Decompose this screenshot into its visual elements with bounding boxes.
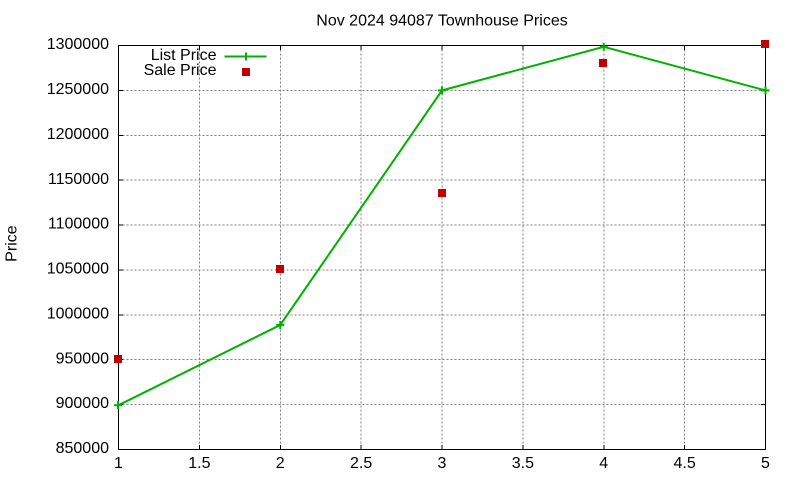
svg-text:1.5: 1.5 <box>188 455 210 472</box>
svg-text:1200000: 1200000 <box>47 126 109 143</box>
svg-text:1100000: 1100000 <box>48 216 109 233</box>
svg-text:1: 1 <box>114 455 123 472</box>
svg-text:List Price: List Price <box>151 47 217 64</box>
svg-text:Price: Price <box>4 225 21 262</box>
svg-text:1250000: 1250000 <box>47 81 109 98</box>
svg-text:850000: 850000 <box>56 440 109 457</box>
svg-text:3: 3 <box>438 455 447 472</box>
svg-text:1150000: 1150000 <box>48 171 109 188</box>
svg-text:1300000: 1300000 <box>47 36 109 53</box>
svg-text:1050000: 1050000 <box>47 261 109 278</box>
svg-text:950000: 950000 <box>56 350 109 367</box>
svg-text:1000000: 1000000 <box>47 305 109 322</box>
svg-text:4.5: 4.5 <box>673 455 695 472</box>
svg-text:5: 5 <box>761 455 770 472</box>
svg-text:900000: 900000 <box>56 395 109 412</box>
svg-text:2.5: 2.5 <box>350 455 372 472</box>
svg-text:3.5: 3.5 <box>512 455 534 472</box>
svg-text:2: 2 <box>276 455 285 472</box>
svg-text:4: 4 <box>599 455 608 472</box>
svg-text:Sale Price: Sale Price <box>144 62 217 79</box>
svg-text:Nov 2024 94087 Townhouse Price: Nov 2024 94087 Townhouse Prices <box>316 13 567 30</box>
